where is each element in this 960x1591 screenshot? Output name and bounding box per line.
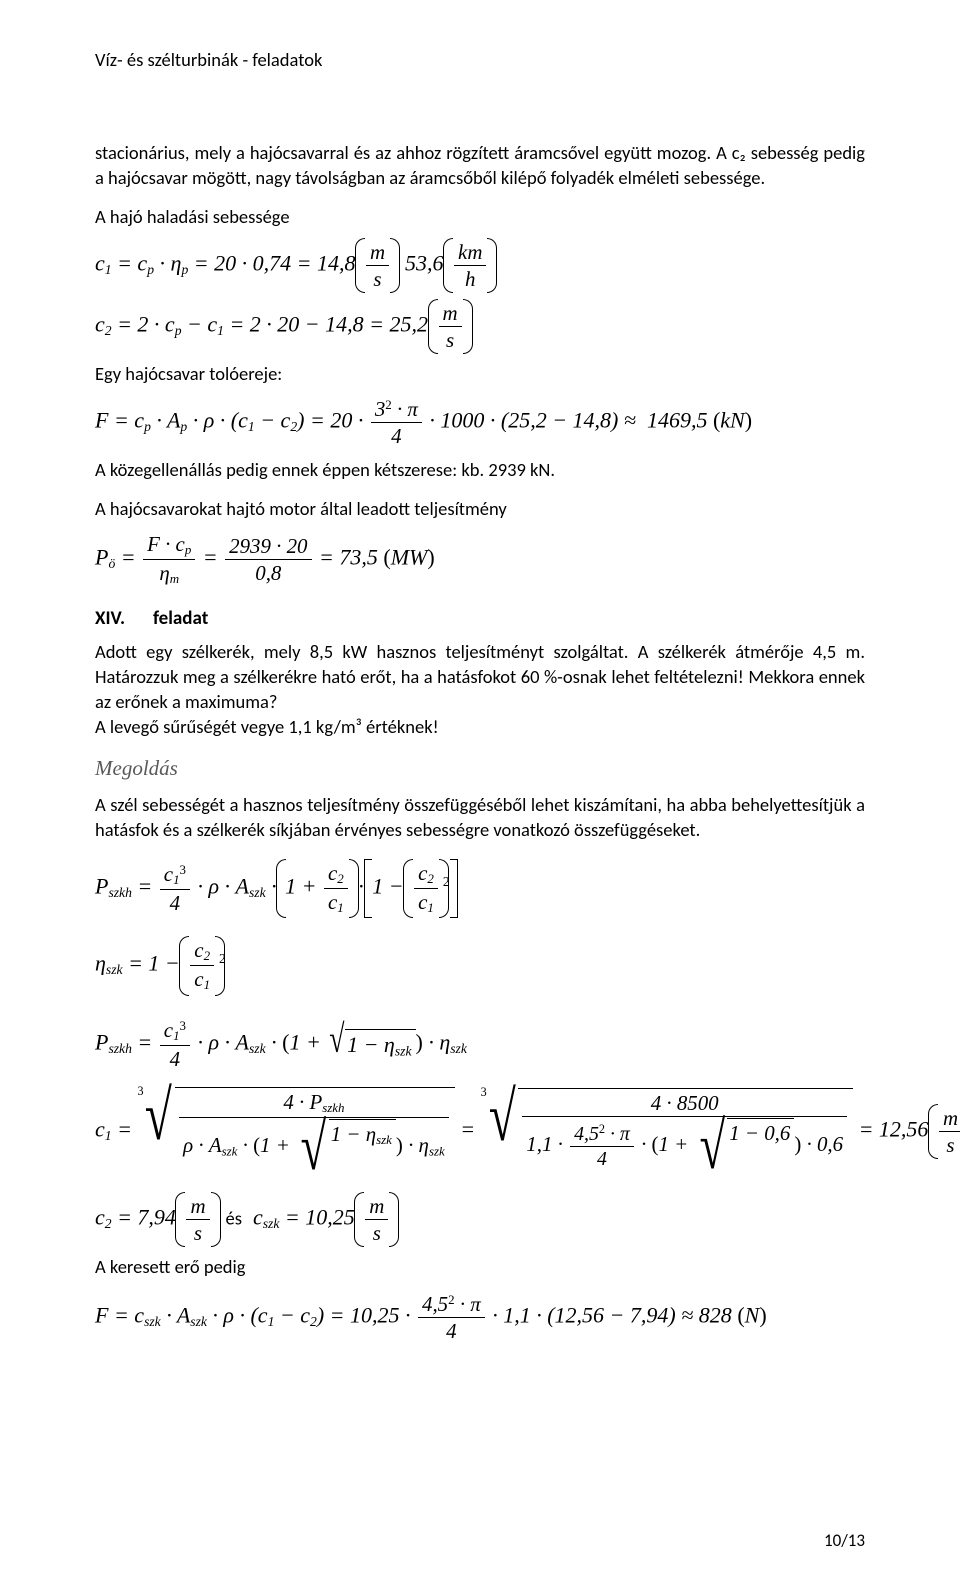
equation-po: Pö = F · cpηm = 2939 · 200,8 = 73,5 (MW) (95, 532, 865, 587)
equation-c2-cszk: c2 = 7,94 ms és cszk = 10,25 ms (95, 1194, 865, 1245)
equation-f-final: F = cszk · Aszk · ρ · (c1 − c2) = 10,25 … (95, 1292, 865, 1343)
section-title: feladat (153, 607, 208, 630)
label-force-sought: A keresett erő pedig (95, 1255, 865, 1280)
label-drag: A közegellenállás pedig ennek éppen kéts… (95, 458, 865, 483)
page-header: Víz- és szélturbinák - feladatok (95, 48, 865, 71)
problem-text-2: A levegő sűrűségét vegye 1,1 kg/m³ érték… (95, 715, 865, 740)
page: Víz- és szélturbinák - feladatok stacion… (0, 0, 960, 1591)
label-motor-power: A hajócsavarokat hajtó motor által leado… (95, 497, 865, 522)
section-heading: XIV. feladat (95, 607, 865, 630)
label-ship-speed: A hajó haladási sebessége (95, 205, 865, 230)
equation-eta-szk: ηszk = 1 − c2c12 (95, 938, 865, 993)
solution-heading: Megoldás (95, 756, 865, 781)
equation-f-thrust: F = cp · Ap · ρ · (c1 − c2) = 20 · 32 · … (95, 397, 865, 448)
page-number: 10/13 (824, 1530, 865, 1551)
intro-paragraph: stacionárius, mely a hajócsavarral és az… (95, 141, 865, 191)
problem-text-1: Adott egy szélkerék, mely 8,5 kW hasznos… (95, 640, 865, 715)
wind-speed-text: A szél sebességét a hasznos teljesítmény… (95, 793, 865, 843)
equation-pszkh-1: Pszkh = c134 · ρ · Aszk · 1 + c2c1 · 1 −… (95, 861, 865, 916)
equation-pszkh-2: Pszkh = c134 · ρ · Aszk · (1 + √1 − ηszk… (95, 1018, 865, 1071)
and-label: és (226, 1206, 242, 1229)
label-thrust: Egy hajócsavar tolóereje: (95, 362, 865, 387)
equation-c1: c1 = cp · ηp = 20 · 0,74 = 14,8 ms 53,6 … (95, 240, 865, 291)
equation-c1-solve: c1 = 3√ 4 · Pszkh ρ · Aszk · (1 + √1 − η… (95, 1087, 865, 1176)
section-number: XIV. (95, 607, 153, 630)
equation-c2: c2 = 2 · cp − c1 = 2 · 20 − 14,8 = 25,2 … (95, 301, 865, 352)
